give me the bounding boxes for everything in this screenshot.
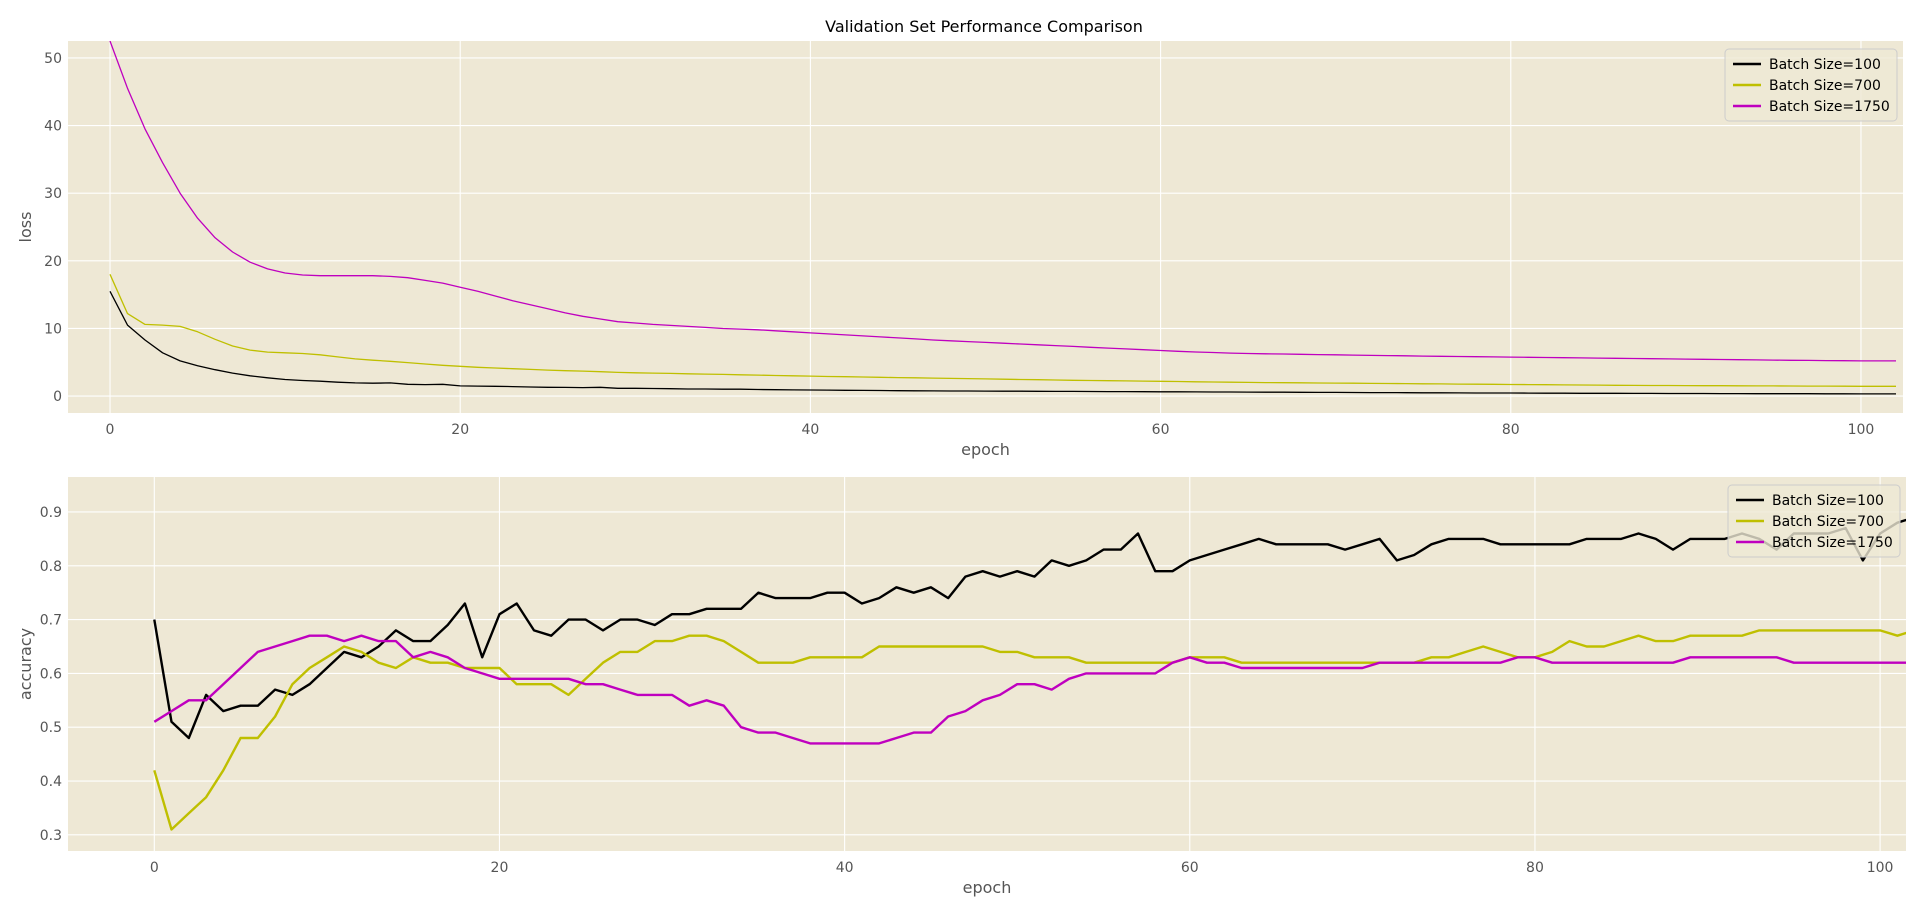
legend-label: Batch Size=100	[1769, 57, 1881, 73]
x-tick-label: 80	[1526, 860, 1544, 876]
plot-area	[68, 41, 1903, 413]
legend-label: Batch Size=100	[1772, 493, 1884, 509]
y-tick-label: 30	[44, 186, 62, 202]
legend: Batch Size=100 Batch Size=700 Batch Size=1…	[1727, 484, 1901, 558]
x-tick-label: 100	[1867, 860, 1894, 876]
loss-panel: 0 20 40 60 80 100 0 10 20 30 40 50 epoch loss Batch Si…	[16, 41, 1903, 459]
y-tick-label: 0.7	[40, 613, 62, 629]
x-axis-label: epoch	[961, 440, 1010, 459]
x-tick-label: 20	[451, 422, 469, 438]
series-line-2	[153, 634, 1906, 745]
y-tick-label: 0.3	[40, 828, 62, 844]
series-line-1	[109, 274, 1896, 387]
legend-label: Batch Size=1750	[1772, 535, 1893, 551]
series-line-2	[109, 41, 1896, 362]
series-line-1	[153, 629, 1906, 831]
y-axis-label: accuracy	[16, 628, 35, 700]
chart-title: Validation Set Performance Comparison	[825, 17, 1143, 36]
legend: Batch Size=100 Batch Size=700 Batch Size=1…	[1724, 48, 1898, 122]
accuracy-panel: 0 20 40 60 80 100 0.3 0.4 0.5 0.6 0.7 0.8 0.9 epoch ac…	[16, 477, 1906, 897]
x-tick-label: 80	[1502, 422, 1520, 438]
y-tick-label: 50	[44, 51, 62, 67]
legend-frame	[1724, 48, 1898, 122]
series-line-0	[153, 518, 1906, 740]
y-tick-label: 10	[44, 321, 62, 337]
x-tick-label: 20	[491, 860, 509, 876]
y-tick-label: 0.4	[40, 774, 62, 790]
legend-label: Batch Size=1750	[1769, 99, 1890, 115]
x-tick-label: 40	[801, 422, 819, 438]
x-tick-label: 100	[1848, 422, 1875, 438]
y-tick-label: 20	[44, 254, 62, 270]
y-tick-label: 40	[44, 119, 62, 135]
plot-area	[68, 477, 1906, 851]
legend-label: Batch Size=700	[1769, 78, 1881, 94]
y-tick-label: 0.8	[40, 559, 62, 575]
y-tick-label: 0.9	[40, 505, 62, 521]
y-axis-label: loss	[16, 212, 35, 243]
legend-frame	[1727, 484, 1901, 558]
x-tick-label: 40	[836, 860, 854, 876]
series-line-0	[109, 291, 1896, 395]
x-tick-label: 0	[106, 422, 115, 438]
x-tick-label: 60	[1152, 422, 1170, 438]
x-tick-label: 0	[150, 860, 159, 876]
x-axis-label: epoch	[963, 878, 1012, 897]
y-tick-label: 0	[53, 389, 62, 405]
legend-label: Batch Size=700	[1772, 514, 1884, 530]
y-tick-label: 0.5	[40, 720, 62, 736]
y-tick-label: 0.6	[40, 666, 62, 682]
x-tick-label: 60	[1181, 860, 1199, 876]
